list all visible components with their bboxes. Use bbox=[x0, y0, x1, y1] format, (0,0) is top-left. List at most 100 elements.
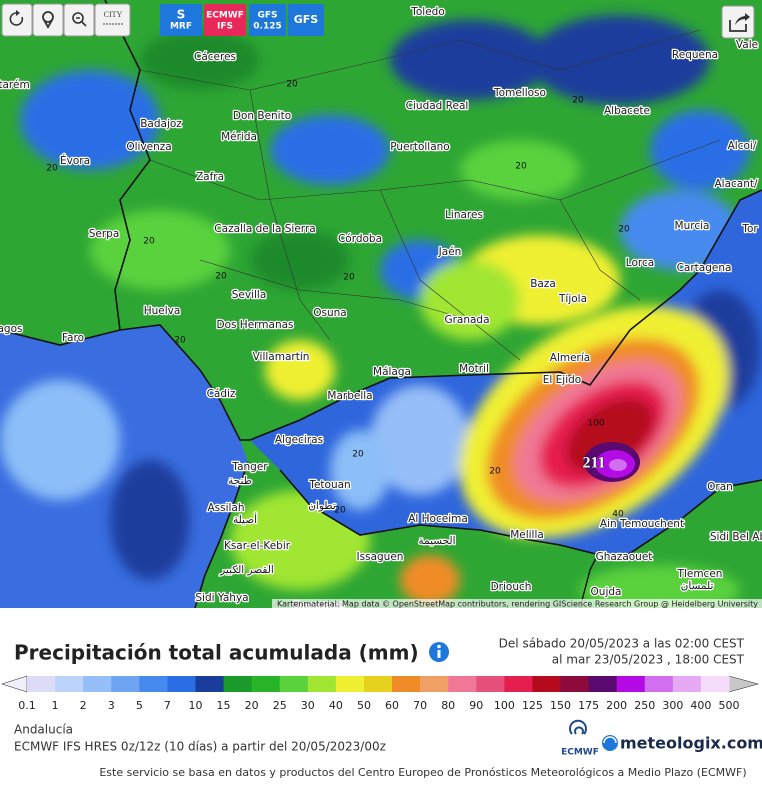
place-label: Badajoz bbox=[140, 118, 182, 130]
place-label: Cazalla de la Sierra bbox=[214, 223, 315, 235]
refresh-button[interactable] bbox=[1, 3, 33, 37]
place-label: تلمسان bbox=[681, 580, 714, 592]
scale-swatch bbox=[560, 676, 590, 692]
place-label: Puertollano bbox=[390, 141, 449, 153]
place-label: Cáceres bbox=[194, 51, 236, 63]
model-sublabel: MRF bbox=[170, 22, 192, 32]
place-label: Ksar-el-Kebir bbox=[224, 540, 291, 552]
place-label: Villamartín bbox=[253, 351, 310, 363]
place-label: Oran bbox=[707, 481, 733, 493]
place-label: Alacant/ bbox=[714, 178, 758, 190]
attribution: Kartenmaterial: Map data © OpenStreetMap… bbox=[277, 600, 758, 609]
scale-label: 125 bbox=[522, 699, 543, 712]
model-label: S bbox=[177, 8, 186, 22]
scale-swatch bbox=[139, 676, 168, 692]
scale-label: 175 bbox=[578, 699, 599, 712]
place-label: El Ejido bbox=[543, 374, 581, 386]
attribution-bg bbox=[272, 599, 762, 608]
place-label: Tíjola bbox=[558, 293, 587, 305]
share-button[interactable] bbox=[721, 5, 755, 39]
scale-swatch bbox=[476, 676, 505, 692]
scale-label: 30 bbox=[301, 699, 315, 712]
scale-label: 60 bbox=[385, 699, 399, 712]
scale-label: 10 bbox=[188, 699, 202, 712]
scale-label: 7 bbox=[164, 699, 171, 712]
period-start: Del sábado 20/05/2023 a las 02:00 CEST bbox=[499, 637, 745, 651]
scale-label: 400 bbox=[690, 699, 711, 712]
place-label: Tetouan bbox=[308, 479, 350, 491]
scale-swatch bbox=[307, 676, 337, 692]
place-label: Almería bbox=[550, 352, 590, 364]
scale-swatch bbox=[672, 676, 702, 692]
zoom-button[interactable] bbox=[63, 3, 95, 37]
contour-label: 20 bbox=[174, 336, 186, 346]
place-label: Alcoi/ bbox=[728, 140, 757, 152]
brand: meteologix.com bbox=[620, 734, 762, 753]
place-label: Melilla bbox=[510, 529, 544, 541]
place-label: Tomelloso bbox=[493, 87, 546, 99]
scale-swatch bbox=[588, 676, 618, 692]
place-label: Linares bbox=[445, 209, 483, 221]
scale-label: 70 bbox=[413, 699, 427, 712]
model-button[interactable] bbox=[204, 4, 246, 36]
city-label: CITY bbox=[104, 10, 123, 19]
place-label: Sevilla bbox=[232, 289, 267, 301]
place-label: Algeciras bbox=[275, 434, 323, 446]
contour-label: 100 bbox=[587, 419, 604, 429]
model-run: ECMWF IFS HRES 0z/12z (10 días) a partir… bbox=[14, 740, 386, 754]
model-button[interactable] bbox=[288, 4, 324, 36]
scale-swatch bbox=[644, 676, 674, 692]
scale-swatch bbox=[700, 676, 730, 692]
place-label: Mérida bbox=[221, 131, 257, 143]
scale-swatch bbox=[532, 676, 562, 692]
place-label: Évora bbox=[60, 154, 90, 167]
place-label: Dos Hermanas bbox=[216, 319, 293, 331]
scale-swatch bbox=[616, 676, 646, 692]
scale-label: 2 bbox=[80, 699, 87, 712]
place-label: Cartagena bbox=[677, 262, 732, 274]
place-label: Requena bbox=[672, 49, 718, 61]
place-label: Tanger bbox=[231, 461, 268, 473]
scale-swatch bbox=[279, 676, 309, 692]
scale-label: 1 bbox=[52, 699, 59, 712]
precip-field bbox=[0, 0, 762, 608]
scale-swatch bbox=[55, 676, 84, 692]
contour-label: 20 bbox=[143, 237, 155, 247]
contour-label: 20 bbox=[286, 80, 298, 90]
place-label: طنجة bbox=[228, 475, 252, 487]
city-button[interactable]: CITY bbox=[94, 3, 131, 37]
scale-label: 300 bbox=[662, 699, 683, 712]
place-label: Málaga bbox=[373, 366, 411, 378]
scale-swatch bbox=[335, 676, 365, 692]
place-label: Serpa bbox=[89, 228, 120, 240]
color-scale: 0.1 1 2 3 5 7 10 15 20 25 30 40 50 60 70 80 90 100 125 150 1… bbox=[1, 675, 760, 712]
place-label: Huelva bbox=[144, 305, 181, 317]
scale-label: 20 bbox=[245, 699, 259, 712]
place-label: Zafra bbox=[196, 171, 224, 183]
scale-label: 200 bbox=[606, 699, 627, 712]
meteologix-logo[interactable]: meteologix.com bbox=[602, 734, 762, 753]
location-button[interactable] bbox=[32, 3, 64, 37]
max-value: 211 bbox=[582, 455, 605, 472]
place-label: Oujda bbox=[591, 586, 622, 598]
place-label: Motril bbox=[459, 363, 489, 375]
info-icon[interactable] bbox=[429, 642, 449, 662]
contour-label: 40 bbox=[612, 510, 624, 520]
scale-label: 500 bbox=[719, 699, 740, 712]
model-button[interactable] bbox=[160, 4, 202, 36]
scale-swatch bbox=[420, 676, 449, 692]
place-label: القصر الكبير bbox=[219, 564, 274, 576]
place-label: Jaén bbox=[438, 246, 462, 258]
scale-swatch bbox=[363, 676, 393, 692]
contour-label: 20 bbox=[343, 273, 355, 283]
place-label: Ciudad Real bbox=[406, 100, 469, 112]
model-button[interactable] bbox=[249, 4, 286, 36]
place-label: Assilah bbox=[207, 502, 244, 514]
scale-label: 90 bbox=[469, 699, 483, 712]
scale-label: 80 bbox=[441, 699, 455, 712]
scale-under bbox=[1, 675, 28, 693]
region: Andalucía bbox=[14, 723, 73, 737]
scale-swatch bbox=[111, 676, 140, 692]
contour-label: 20 bbox=[334, 506, 346, 516]
